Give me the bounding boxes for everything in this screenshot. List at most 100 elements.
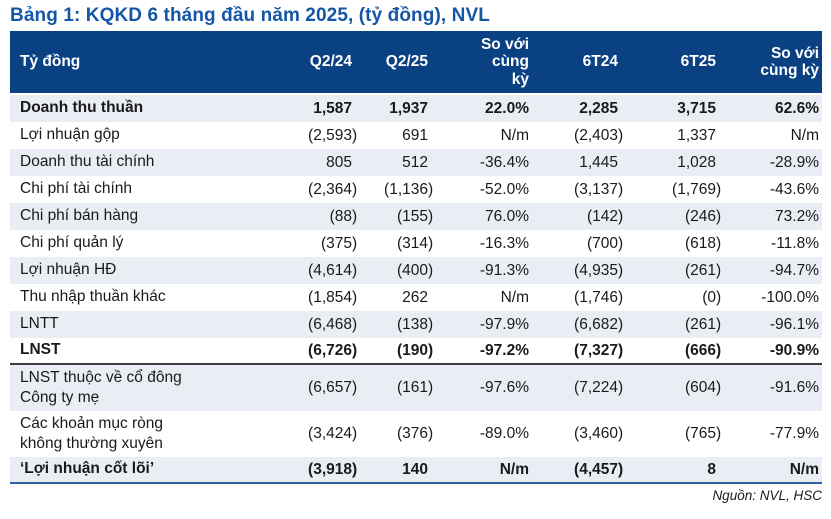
value-cell: (1,769) xyxy=(672,180,722,198)
table-row: Chi phí quản lý (375) (314) -16.3% (700) (618… xyxy=(10,230,822,257)
table-header-row: Tỷ đồng Q2/24 Q2/25 So với cùng kỳ 6T24 6T25 S… xyxy=(10,31,822,93)
value-cell: -11.8% xyxy=(771,234,819,252)
value-cell: (700) xyxy=(586,234,624,252)
table-title: Bảng 1: KQKD 6 tháng đầu năm 2025, (tỷ đ… xyxy=(10,5,490,26)
row-label: LNST xyxy=(20,341,61,359)
row-label: Thu nhập thuần khác xyxy=(20,288,166,306)
value-cell: -91.3% xyxy=(479,261,529,279)
value-cell: (3,137) xyxy=(574,180,624,198)
value-cell: 262 xyxy=(402,288,428,306)
table-row: ‘Lợi nhuận cốt lõi’ (3,918) 140 N/m (4,457) 8… xyxy=(10,457,822,484)
value-cell: (2,593) xyxy=(308,126,358,144)
value-cell: (400) xyxy=(396,261,434,279)
value-cell: (765) xyxy=(684,425,722,442)
value-cell: (375) xyxy=(320,234,358,252)
value-cell: (314) xyxy=(396,234,434,252)
value-cell: -43.6% xyxy=(769,180,819,198)
value-cell: (6,657) xyxy=(308,379,358,396)
value-cell: (1,746) xyxy=(574,288,624,306)
value-cell: -97.9% xyxy=(479,315,529,333)
value-cell: 22.0% xyxy=(485,99,529,117)
value-cell: (6,726) xyxy=(308,341,358,359)
table-row: LNST thuộc về cổ đông Công ty mẹ (6,657) (… xyxy=(10,365,822,411)
report-page: Bảng 1: KQKD 6 tháng đầu năm 2025, (tỷ đ… xyxy=(0,5,831,503)
value-cell: 1,587 xyxy=(313,99,352,117)
value-cell: (618) xyxy=(684,234,722,252)
row-label: Lợi nhuận gộp xyxy=(20,126,120,144)
value-cell: (246) xyxy=(684,207,722,225)
value-cell: 73.2% xyxy=(775,207,819,225)
value-cell: N/m xyxy=(500,126,529,144)
value-cell: -16.3% xyxy=(479,234,529,252)
value-cell: (155) xyxy=(396,207,434,225)
value-cell: -36.4% xyxy=(479,153,529,171)
column-header: Q2/24 xyxy=(309,53,352,71)
value-cell: (1,854) xyxy=(308,288,358,306)
value-cell: (4,614) xyxy=(308,261,358,279)
value-cell: (88) xyxy=(329,207,358,225)
value-cell: (7,327) xyxy=(574,341,624,359)
value-cell: (3,918) xyxy=(308,460,358,478)
row-label: Doanh thu tài chính xyxy=(20,153,155,171)
value-cell: (2,403) xyxy=(574,126,624,144)
table-row: LNST (6,726) (190) -97.2% (7,327) (666) -90.9% xyxy=(10,338,822,365)
value-cell: -94.7% xyxy=(769,261,819,279)
row-label: Lợi nhuận HĐ xyxy=(20,261,117,279)
value-cell: (604) xyxy=(684,379,722,396)
value-cell: -97.2% xyxy=(479,341,529,359)
value-cell: -100.0% xyxy=(761,288,819,306)
value-cell: (138) xyxy=(396,315,434,333)
table-row: Doanh thu thuần 1,587 1,937 22.0% 2,285 3,715… xyxy=(10,95,822,122)
value-cell: N/m xyxy=(789,460,819,478)
value-cell: (4,935) xyxy=(574,261,624,279)
table-row: Doanh thu tài chính 805 512 -36.4% 1,445 1,02… xyxy=(10,149,822,176)
column-header: 6T25 xyxy=(680,53,716,71)
row-label: Doanh thu thuần xyxy=(20,99,144,117)
table-row: Lợi nhuận gộp (2,593) 691 N/m (2,403) 1,337 N/… xyxy=(10,122,822,149)
table-body: Doanh thu thuần 1,587 1,937 22.0% 2,285 3,715… xyxy=(10,95,822,484)
value-cell: (6,682) xyxy=(574,315,624,333)
value-cell: 691 xyxy=(402,126,428,144)
row-label: LNST thuộc về cổ đông Công ty mẹ xyxy=(20,368,182,406)
value-cell: (161) xyxy=(396,379,434,396)
value-cell: 805 xyxy=(326,153,352,171)
value-cell: (7,224) xyxy=(574,379,624,396)
value-cell: N/m xyxy=(499,460,529,478)
value-cell: (0) xyxy=(702,288,722,306)
value-cell: (666) xyxy=(684,341,722,359)
column-header: So với cùng kỳ xyxy=(760,44,819,79)
value-cell: (3,424) xyxy=(308,425,358,442)
row-label: Các khoản mục ròng không thường xuyên xyxy=(20,414,164,452)
value-cell: -91.6% xyxy=(769,379,819,396)
value-cell: (376) xyxy=(396,425,434,442)
value-cell: (261) xyxy=(684,261,722,279)
table-row: Chi phí bán hàng (88) (155) 76.0% (142) (246)… xyxy=(10,203,822,230)
column-header: Tỷ đồng xyxy=(20,52,81,70)
value-cell: 76.0% xyxy=(485,207,529,225)
value-cell: (3,460) xyxy=(574,425,624,442)
value-cell: 8 xyxy=(707,460,716,478)
table-row: Lợi nhuận HĐ (4,614) (400) -91.3% (4,935) (26… xyxy=(10,257,822,284)
value-cell: 1,445 xyxy=(579,153,618,171)
value-cell: -89.0% xyxy=(479,425,529,442)
value-cell: (6,468) xyxy=(308,315,358,333)
value-cell: N/m xyxy=(500,288,529,306)
table-row: Các khoản mục ròng không thường xuyên (3,… xyxy=(10,411,822,457)
value-cell: -28.9% xyxy=(769,153,819,171)
value-cell: 1,028 xyxy=(677,153,716,171)
value-cell: -90.9% xyxy=(769,341,819,359)
row-label: Chi phí bán hàng xyxy=(20,207,139,225)
value-cell: 3,715 xyxy=(677,99,716,117)
table-row: Thu nhập thuần khác (1,854) 262 N/m (1,746) (… xyxy=(10,284,822,311)
row-label: Chi phí tài chính xyxy=(20,180,133,198)
column-header: Q2/25 xyxy=(385,53,428,71)
table-row: LNTT (6,468) (138) -97.9% (6,682) (261) -96.1% xyxy=(10,311,822,338)
value-cell: (190) xyxy=(396,341,434,359)
source-note: Nguồn: NVL, HSC xyxy=(712,488,822,503)
value-cell: 512 xyxy=(402,153,428,171)
value-cell: (1,136) xyxy=(384,180,434,198)
value-cell: N/m xyxy=(790,126,819,144)
value-cell: (2,364) xyxy=(308,180,358,198)
value-cell: 140 xyxy=(402,460,428,478)
value-cell: 1,937 xyxy=(389,99,428,117)
